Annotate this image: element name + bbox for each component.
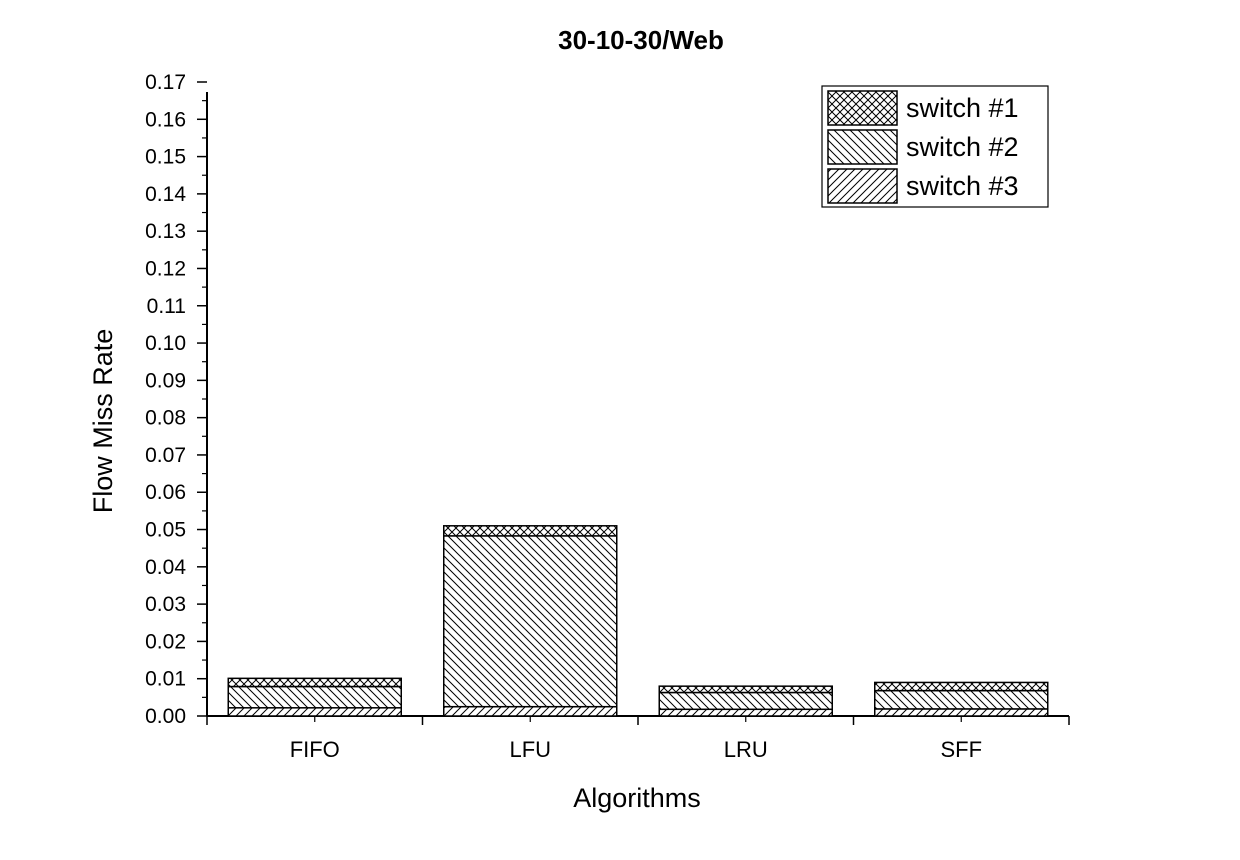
bar-segment bbox=[658, 708, 833, 717]
y-tick-label: 0.09 bbox=[145, 369, 186, 392]
bar-segment bbox=[658, 691, 833, 711]
y-tick-label: 0.04 bbox=[145, 556, 186, 579]
legend-entry-label: switch #2 bbox=[906, 132, 1019, 162]
x-axis-label: Algorithms bbox=[573, 783, 701, 813]
legend-entry-label: switch #1 bbox=[906, 93, 1019, 123]
x-tick-label: FIFO bbox=[290, 737, 340, 762]
y-tick-label: 0.16 bbox=[145, 108, 186, 131]
y-tick-label: 0.05 bbox=[145, 519, 186, 542]
bar-segment bbox=[227, 677, 402, 688]
bar-segment bbox=[874, 708, 1049, 717]
y-tick-label: 0.17 bbox=[145, 71, 186, 94]
legend-entry-label: switch #3 bbox=[906, 171, 1019, 201]
y-axis-label: Flow Miss Rate bbox=[88, 329, 118, 514]
legend: switch #1 switch #2 switch #3 bbox=[821, 85, 1049, 208]
y-tick-label: 0.13 bbox=[145, 220, 186, 243]
bar-segment bbox=[227, 707, 402, 717]
bar-segment bbox=[227, 685, 402, 709]
x-tick-label: LFU bbox=[509, 737, 551, 762]
y-tick-label: 0.15 bbox=[145, 146, 186, 169]
y-tick-label: 0.07 bbox=[145, 444, 186, 467]
x-tick-label: LRU bbox=[724, 737, 768, 762]
bar-segment bbox=[658, 685, 833, 694]
y-tick-label: 0.08 bbox=[145, 407, 186, 430]
y-tick-label: 0.10 bbox=[145, 332, 186, 355]
y-tick-label: 0.12 bbox=[145, 257, 186, 280]
y-tick-label: 0.06 bbox=[145, 481, 186, 504]
legend-swatch bbox=[827, 168, 898, 204]
y-tick-label: 0.11 bbox=[147, 295, 186, 318]
legend-swatch bbox=[827, 90, 898, 126]
y-tick-label: 0.00 bbox=[145, 705, 186, 728]
x-tick-label: SFF bbox=[940, 737, 982, 762]
bar-segment bbox=[443, 535, 618, 708]
y-tick-label: 0.14 bbox=[145, 183, 186, 206]
bar-segment bbox=[874, 689, 1049, 710]
bar-segment bbox=[874, 681, 1049, 692]
legend-swatch bbox=[827, 129, 898, 165]
y-tick-label: 0.02 bbox=[145, 630, 186, 653]
y-tick-label: 0.01 bbox=[145, 668, 186, 691]
plot-area: 0.00 0.01 0.02 0.03 0.04 0.05 0.06 0.07 0.08 0.09… bbox=[145, 71, 1070, 762]
bar-segment bbox=[443, 525, 618, 537]
bar-segment bbox=[443, 705, 618, 717]
y-tick-label: 0.03 bbox=[145, 593, 186, 616]
chart-title: 30-10-30/Web bbox=[558, 25, 724, 55]
